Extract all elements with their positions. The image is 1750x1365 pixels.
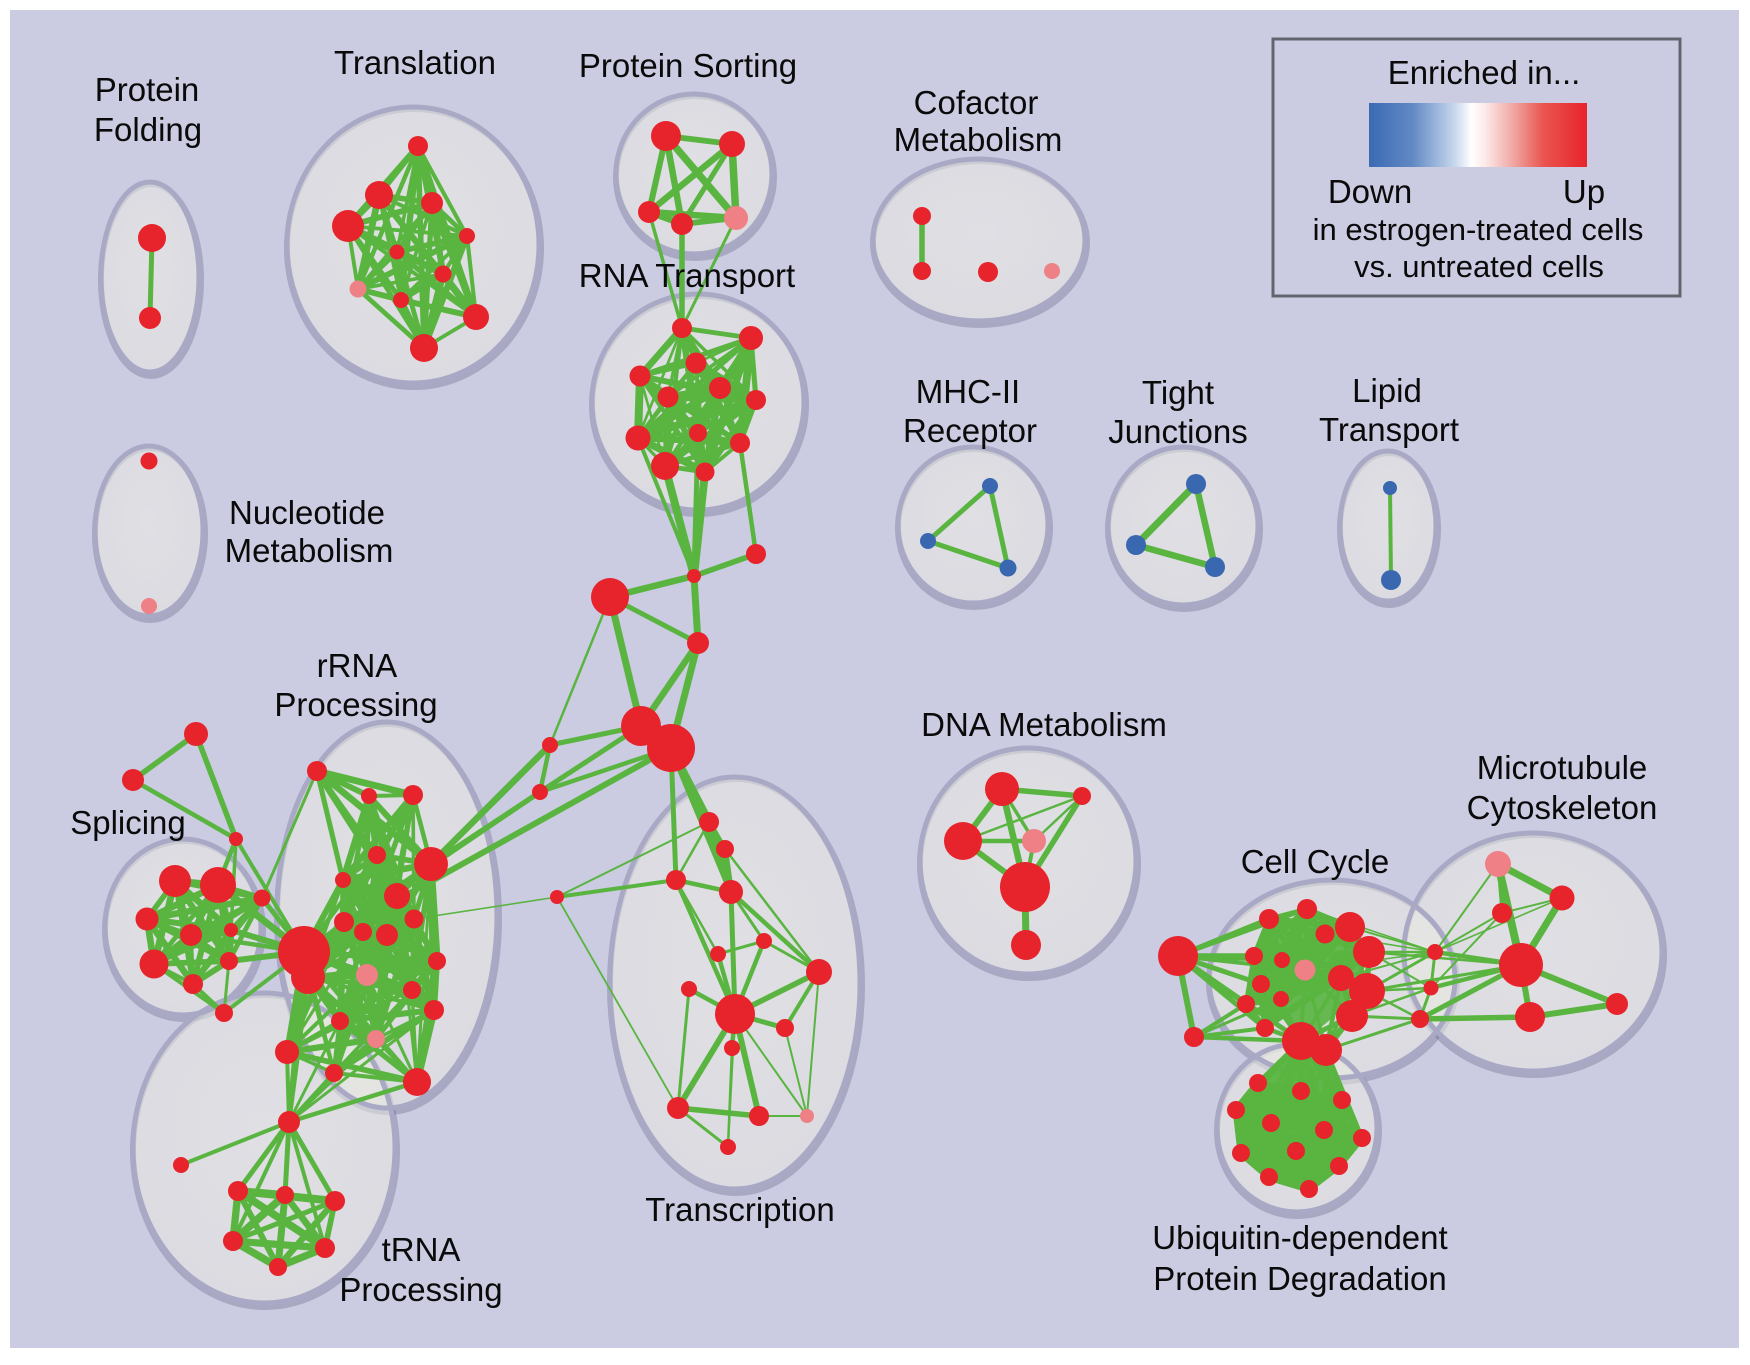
svg-text:Protein Degradation: Protein Degradation <box>1153 1260 1447 1297</box>
svg-text:Receptor: Receptor <box>903 412 1037 449</box>
svg-text:Metabolism: Metabolism <box>225 532 394 569</box>
svg-text:Cofactor: Cofactor <box>914 84 1039 121</box>
svg-text:Folding: Folding <box>94 111 202 148</box>
svg-text:Translation: Translation <box>334 44 496 81</box>
svg-text:Enriched in...: Enriched in... <box>1388 54 1581 91</box>
svg-text:Lipid: Lipid <box>1352 372 1422 409</box>
svg-text:rRNA: rRNA <box>317 647 398 684</box>
svg-text:Transport: Transport <box>1319 411 1459 448</box>
svg-text:MHC-II: MHC-II <box>916 373 1020 410</box>
svg-text:tRNA: tRNA <box>382 1231 461 1268</box>
svg-text:Processing: Processing <box>339 1271 502 1308</box>
svg-text:in estrogen-treated cells: in estrogen-treated cells <box>1313 212 1644 247</box>
svg-text:Down: Down <box>1328 173 1412 210</box>
svg-text:Tight: Tight <box>1142 374 1214 411</box>
svg-text:Junctions: Junctions <box>1108 413 1247 450</box>
svg-text:Ubiquitin-dependent: Ubiquitin-dependent <box>1152 1219 1447 1256</box>
svg-text:Up: Up <box>1563 173 1605 210</box>
svg-text:Nucleotide: Nucleotide <box>229 494 385 531</box>
svg-text:Splicing: Splicing <box>70 804 186 841</box>
svg-text:Protein Sorting: Protein Sorting <box>579 47 797 84</box>
svg-text:Cell Cycle: Cell Cycle <box>1241 843 1390 880</box>
svg-text:DNA Metabolism: DNA Metabolism <box>921 706 1167 743</box>
svg-text:Metabolism: Metabolism <box>894 121 1063 158</box>
svg-text:Cytoskeleton: Cytoskeleton <box>1467 789 1658 826</box>
svg-text:Microtubule: Microtubule <box>1477 749 1648 786</box>
svg-text:Processing: Processing <box>274 686 437 723</box>
svg-text:Transcription: Transcription <box>645 1191 835 1228</box>
svg-text:Protein: Protein <box>95 71 200 108</box>
svg-text:vs. untreated cells: vs. untreated cells <box>1354 249 1604 284</box>
svg-text:RNA Transport: RNA Transport <box>579 257 795 294</box>
